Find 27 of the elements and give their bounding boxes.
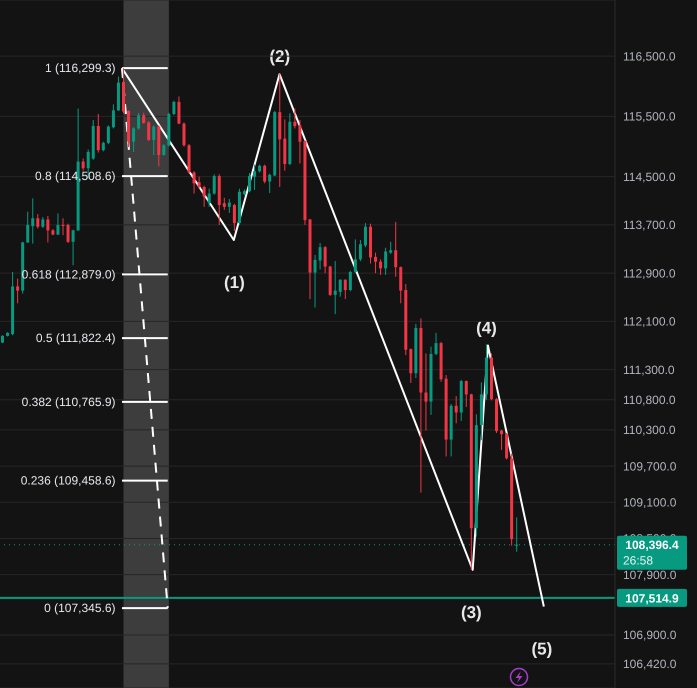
y-tick-label: 114,500.0 <box>623 170 676 184</box>
y-tick-label: 109,100.0 <box>623 496 677 510</box>
annotation: (5) <box>532 640 552 659</box>
ref-line-label: 0.236 (109,458.6) <box>20 474 116 488</box>
ref-line-label: 0.5 (111,822.4) <box>36 331 116 346</box>
ref-line-label: 0.382 (110,765.9) <box>22 394 116 409</box>
ref-line-label: 108,396.4 <box>625 538 680 552</box>
annotation: (1) <box>224 272 245 292</box>
y-tick-label: 113,700.0 <box>623 218 676 232</box>
y-tick-label: 111,300.0 <box>623 362 675 377</box>
ref-line-label: 0 (107,345.6) <box>44 601 116 616</box>
y-tick-label: 110,800.0 <box>623 393 676 408</box>
y-tick-label: 110,300.0 <box>623 423 676 438</box>
y-tick-label: 115,500.0 <box>623 110 676 124</box>
text: 26:58 <box>623 554 654 568</box>
annotation: (3) <box>460 602 482 622</box>
y-tick-label: 116,500.0 <box>623 49 676 64</box>
y-tick-label: 109,700.0 <box>623 459 677 474</box>
ref-line-label: 1 (116,299.3) <box>45 61 116 76</box>
y-tick-label: 112,100.0 <box>623 314 676 329</box>
annotation: (4) <box>476 318 497 338</box>
annotation: (2) <box>269 47 290 66</box>
ref-line-label: 107,514.9 <box>625 591 680 606</box>
y-tick-label: 107,900.0 <box>623 568 677 582</box>
y-tick-label: 106,900.0 <box>623 628 677 642</box>
y-tick-label: 106,420.0 <box>623 657 677 672</box>
y-tick-label: 112,900.0 <box>623 266 676 280</box>
